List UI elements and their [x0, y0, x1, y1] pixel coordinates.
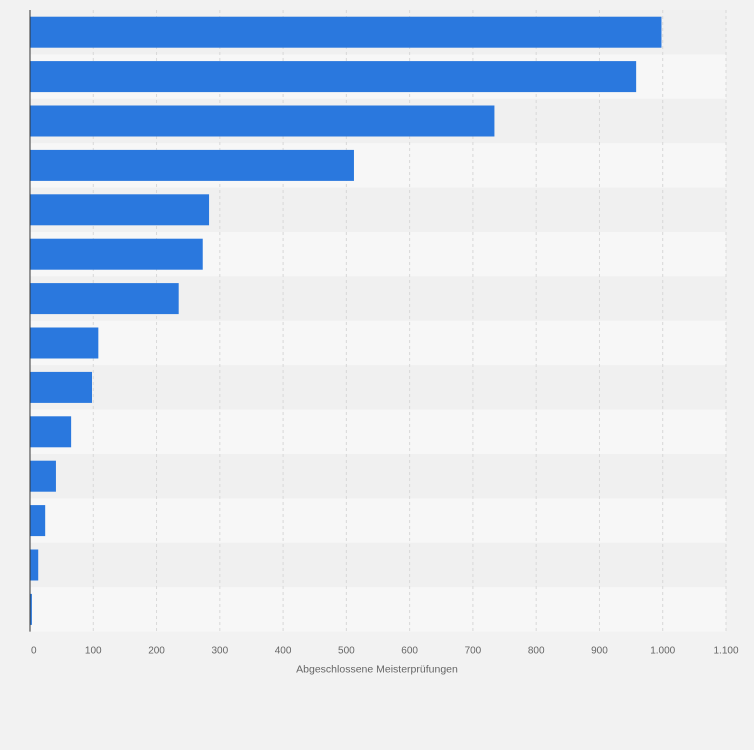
x-tick-label: 100 [85, 646, 102, 657]
x-tick-label: 0 [31, 646, 37, 657]
x-tick-label: 1.100 [713, 646, 738, 657]
bar [30, 283, 179, 315]
x-tick-label: 800 [528, 646, 545, 657]
bar [30, 194, 210, 226]
x-axis-title: Abgeschlossene Meisterprüfungen [296, 664, 458, 676]
bar [30, 327, 99, 359]
x-tick-label: 600 [401, 646, 418, 657]
bar [30, 61, 637, 93]
x-axis-tick-labels: 0 100 200 300 400 500 600 700 800 900 1.000 1.100 [31, 646, 739, 657]
bars [30, 16, 662, 625]
bar [30, 371, 93, 403]
x-tick-label: 500 [338, 646, 355, 657]
x-tick-label: 700 [465, 646, 482, 657]
bar [30, 238, 203, 270]
row-band [30, 542, 726, 588]
bar [30, 549, 39, 581]
bar [30, 505, 46, 537]
x-tick-label: 400 [275, 646, 292, 657]
bar [30, 416, 72, 448]
row-band [30, 365, 726, 410]
row-band [30, 409, 726, 454]
bar [30, 16, 662, 48]
row-bands [30, 10, 726, 632]
row-band [30, 498, 726, 543]
row-band [30, 320, 726, 366]
x-tick-label: 900 [591, 646, 608, 657]
x-tick-label: 200 [148, 646, 165, 657]
bar [30, 105, 495, 137]
x-tick-label: 1.000 [650, 646, 675, 657]
bar [30, 460, 56, 492]
row-band [30, 454, 726, 499]
x-tick-label: 300 [211, 646, 228, 657]
row-band [30, 587, 726, 632]
bar [30, 593, 32, 625]
bar [30, 149, 354, 181]
